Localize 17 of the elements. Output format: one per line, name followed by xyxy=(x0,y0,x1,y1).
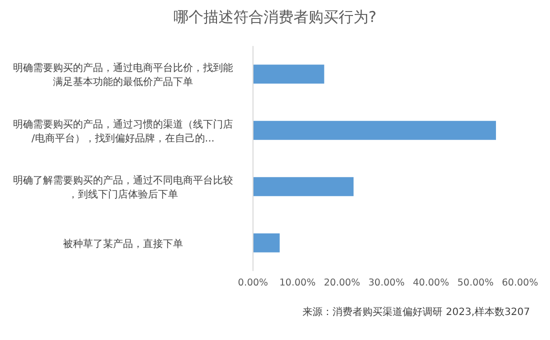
x-tick-label: 60.00% xyxy=(502,278,538,289)
y-tick-label: 被种草了某产品，直接下单 xyxy=(63,238,183,250)
x-tick-label: 30.00% xyxy=(368,278,405,289)
bar xyxy=(253,120,496,140)
y-tick-label: 明确需要购买的产品，通过习惯的渠道（线下门店/电商平台），找到偏好品牌，在自己的... xyxy=(13,118,233,144)
bar xyxy=(253,233,280,252)
bar xyxy=(253,64,324,84)
y-tick-label: 明确需要购买的产品，通过电商平台比价，找到能满足基本功能的最低价产品下单 xyxy=(13,62,233,88)
x-tick-label: 10.00% xyxy=(279,278,316,289)
y-tick-label: 明确了解需要购买的产品，通过不同电商平台比较，到线下门店体验后下单 xyxy=(13,174,233,201)
x-tick-label: 20.00% xyxy=(324,278,360,289)
x-tick-label: 0.00% xyxy=(238,278,268,289)
chart-title: 哪个描述符合消费者购买行为? xyxy=(172,8,378,27)
bar xyxy=(253,177,354,196)
x-tick-label: 50.00% xyxy=(457,278,494,289)
x-tick-label: 40.00% xyxy=(412,278,450,289)
source-note: 来源：消费者购买渠道偏好调研 2023,样本数3207 xyxy=(302,306,531,319)
